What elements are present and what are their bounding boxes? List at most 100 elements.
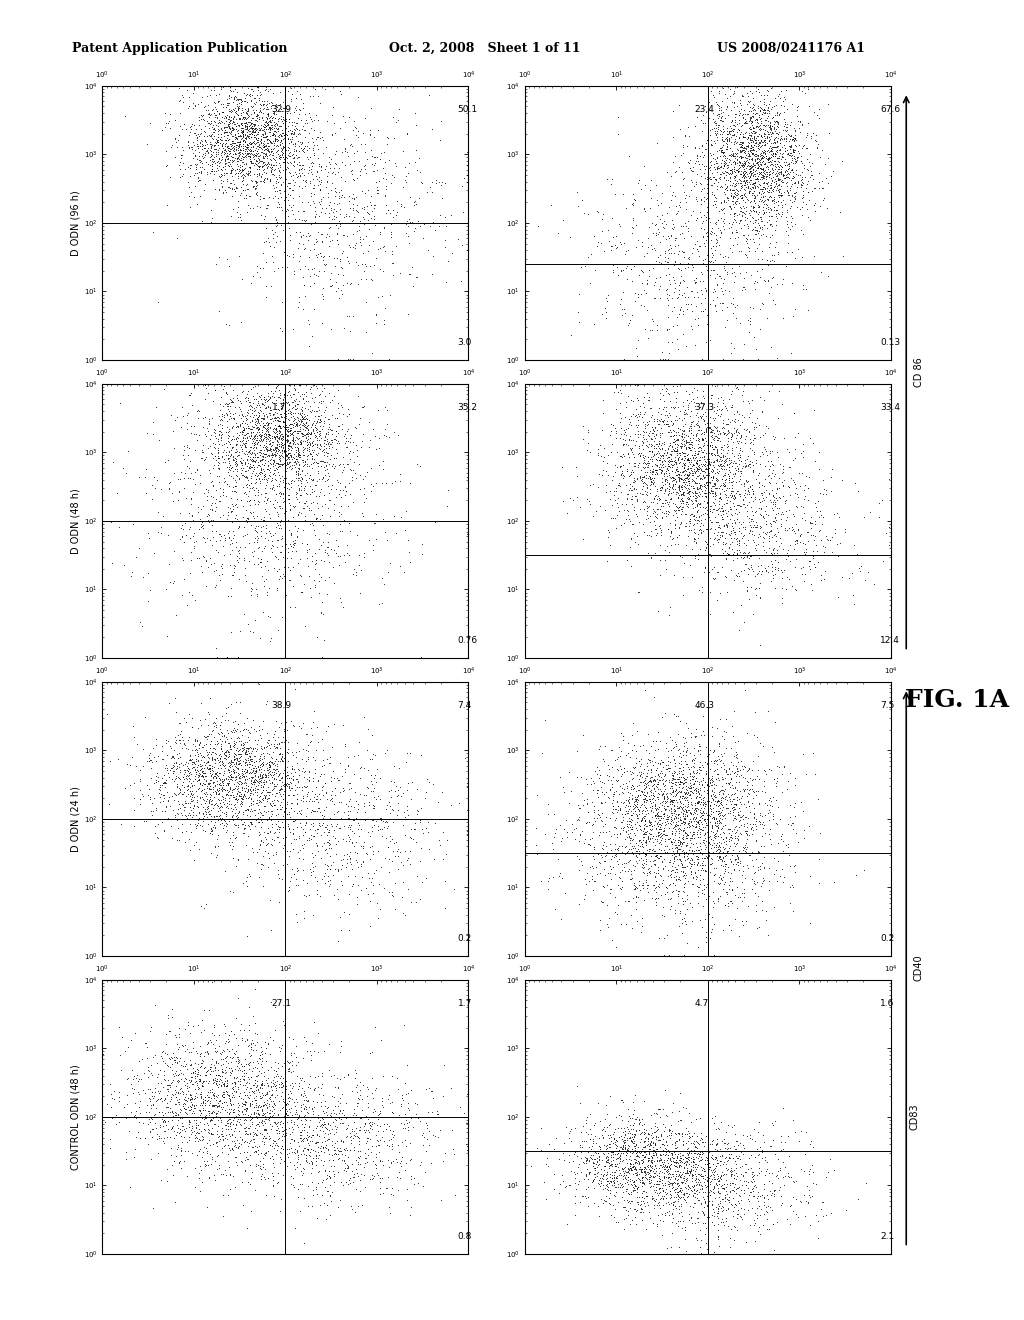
Point <box>613 859 630 880</box>
Point <box>763 182 779 203</box>
Point <box>344 875 360 896</box>
Point <box>249 1137 265 1158</box>
Point <box>94 1127 111 1148</box>
Point <box>671 826 687 847</box>
Point <box>218 145 234 166</box>
Point <box>313 1131 330 1152</box>
Point <box>197 751 213 772</box>
Point <box>185 770 202 791</box>
Point <box>203 125 219 147</box>
Point <box>587 1142 603 1163</box>
Point <box>687 484 703 506</box>
Point <box>689 238 706 259</box>
Point <box>401 552 418 573</box>
Point <box>626 1180 642 1201</box>
Point <box>647 515 664 536</box>
Point <box>766 197 782 218</box>
Point <box>240 747 256 768</box>
Point <box>164 1053 180 1074</box>
Point <box>187 817 204 838</box>
Point <box>299 424 315 445</box>
Point <box>787 1188 804 1209</box>
Point <box>670 1191 686 1212</box>
Point <box>290 438 306 459</box>
Point <box>230 160 247 181</box>
Point <box>275 1123 292 1144</box>
Point <box>683 455 699 477</box>
Point <box>279 762 295 783</box>
Point <box>634 434 650 455</box>
Point <box>683 812 699 833</box>
Point <box>225 450 242 471</box>
Point <box>677 461 693 482</box>
Point <box>630 420 646 441</box>
Point <box>219 169 236 190</box>
Point <box>278 759 294 780</box>
Point <box>786 861 803 882</box>
Point <box>754 189 770 210</box>
Point <box>751 792 767 813</box>
Point <box>646 1151 663 1172</box>
Point <box>414 871 430 892</box>
Point <box>347 850 364 871</box>
Point <box>676 450 692 471</box>
Point <box>313 1063 330 1084</box>
Point <box>731 453 748 474</box>
Point <box>671 845 687 866</box>
Point <box>771 103 787 124</box>
Point <box>713 521 729 543</box>
Point <box>424 1081 440 1102</box>
Point <box>317 783 334 804</box>
Point <box>759 110 775 131</box>
Point <box>736 141 753 162</box>
Point <box>807 129 823 150</box>
Point <box>719 127 735 148</box>
Point <box>724 424 740 445</box>
Point <box>190 1140 207 1162</box>
Point <box>331 502 347 523</box>
Point <box>757 521 773 543</box>
Point <box>189 1060 206 1081</box>
Point <box>645 774 662 795</box>
Point <box>182 1085 199 1106</box>
Point <box>305 451 322 473</box>
Point <box>275 384 292 405</box>
Point <box>755 141 771 162</box>
Point <box>341 185 357 206</box>
Point <box>186 176 203 197</box>
Point <box>715 1188 731 1209</box>
Point <box>716 417 732 438</box>
Point <box>688 821 705 842</box>
Point <box>693 853 710 874</box>
Point <box>770 136 786 157</box>
Point <box>612 1175 629 1196</box>
Point <box>197 1056 213 1077</box>
Point <box>288 1055 304 1076</box>
Point <box>261 403 278 424</box>
Point <box>756 202 772 223</box>
Point <box>306 449 323 470</box>
Point <box>212 92 228 114</box>
Point <box>541 1134 557 1155</box>
Point <box>194 156 210 177</box>
Point <box>748 115 764 136</box>
Point <box>656 825 673 846</box>
Point <box>668 1197 684 1218</box>
Point <box>782 195 799 216</box>
Point <box>289 1140 305 1162</box>
Point <box>200 479 216 500</box>
Point <box>706 102 722 123</box>
Point <box>254 392 270 413</box>
Point <box>708 150 724 172</box>
Point <box>640 425 656 446</box>
Point <box>699 697 716 718</box>
Point <box>602 1193 618 1214</box>
Point <box>240 165 256 186</box>
Point <box>746 99 763 120</box>
Point <box>673 425 689 446</box>
Point <box>675 803 691 824</box>
Point <box>703 462 720 483</box>
Point <box>180 1088 197 1109</box>
Point <box>688 150 705 172</box>
Point <box>629 841 645 862</box>
